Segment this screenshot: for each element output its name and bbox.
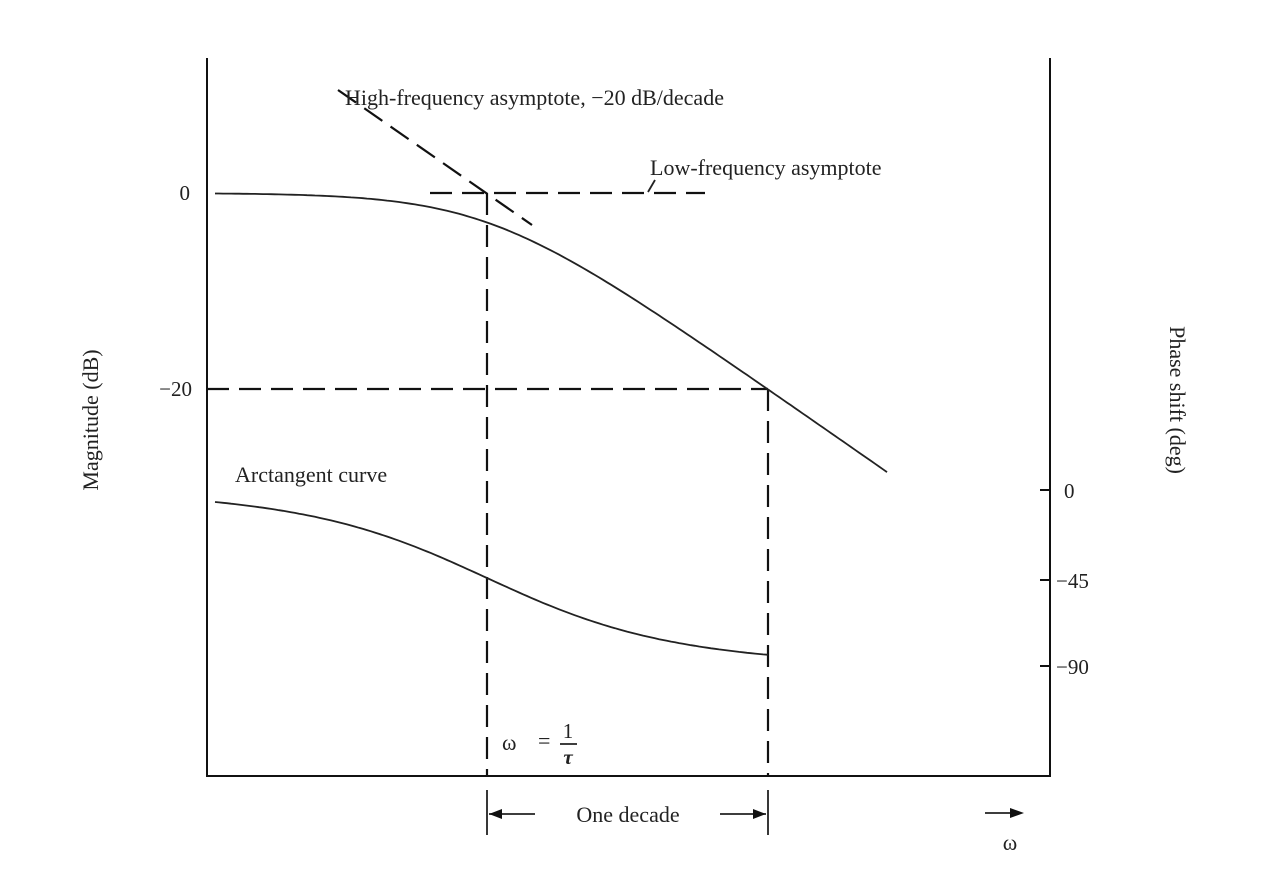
arctangent-label: Arctangent curve xyxy=(235,462,387,487)
magnitude-curve xyxy=(215,192,888,473)
low-frequency-pointer xyxy=(647,179,656,193)
phase-tick-label-0: 0 xyxy=(1064,479,1075,503)
decade-label: One decade xyxy=(576,802,679,827)
corner-denominator: τ xyxy=(563,745,573,769)
magnitude-axis-label: Magnitude (dB) xyxy=(78,349,103,490)
corner-equals: = xyxy=(538,728,550,753)
phase-tick-label-45: −45 xyxy=(1056,569,1089,593)
omega-arrow-head xyxy=(1010,808,1024,818)
mag-tick-20: −20 xyxy=(159,377,192,401)
mag-tick-0: 0 xyxy=(180,181,191,205)
corner-numerator: 1 xyxy=(563,719,574,743)
corner-omega: ω xyxy=(502,730,516,755)
arrow-left-head xyxy=(489,809,502,819)
low-frequency-label: Low-frequency asymptote xyxy=(650,155,882,180)
high-frequency-asymptote xyxy=(337,89,533,226)
arctangent-curve xyxy=(214,501,769,656)
omega-axis-symbol: ω xyxy=(1003,830,1017,855)
high-frequency-label: High-frequency asymptote, −20 dB/decade xyxy=(345,85,724,110)
phase-axis-label: Phase shift (deg) xyxy=(1165,326,1190,474)
arrow-right-head xyxy=(753,809,766,819)
phase-tick-label-90: −90 xyxy=(1056,655,1089,679)
